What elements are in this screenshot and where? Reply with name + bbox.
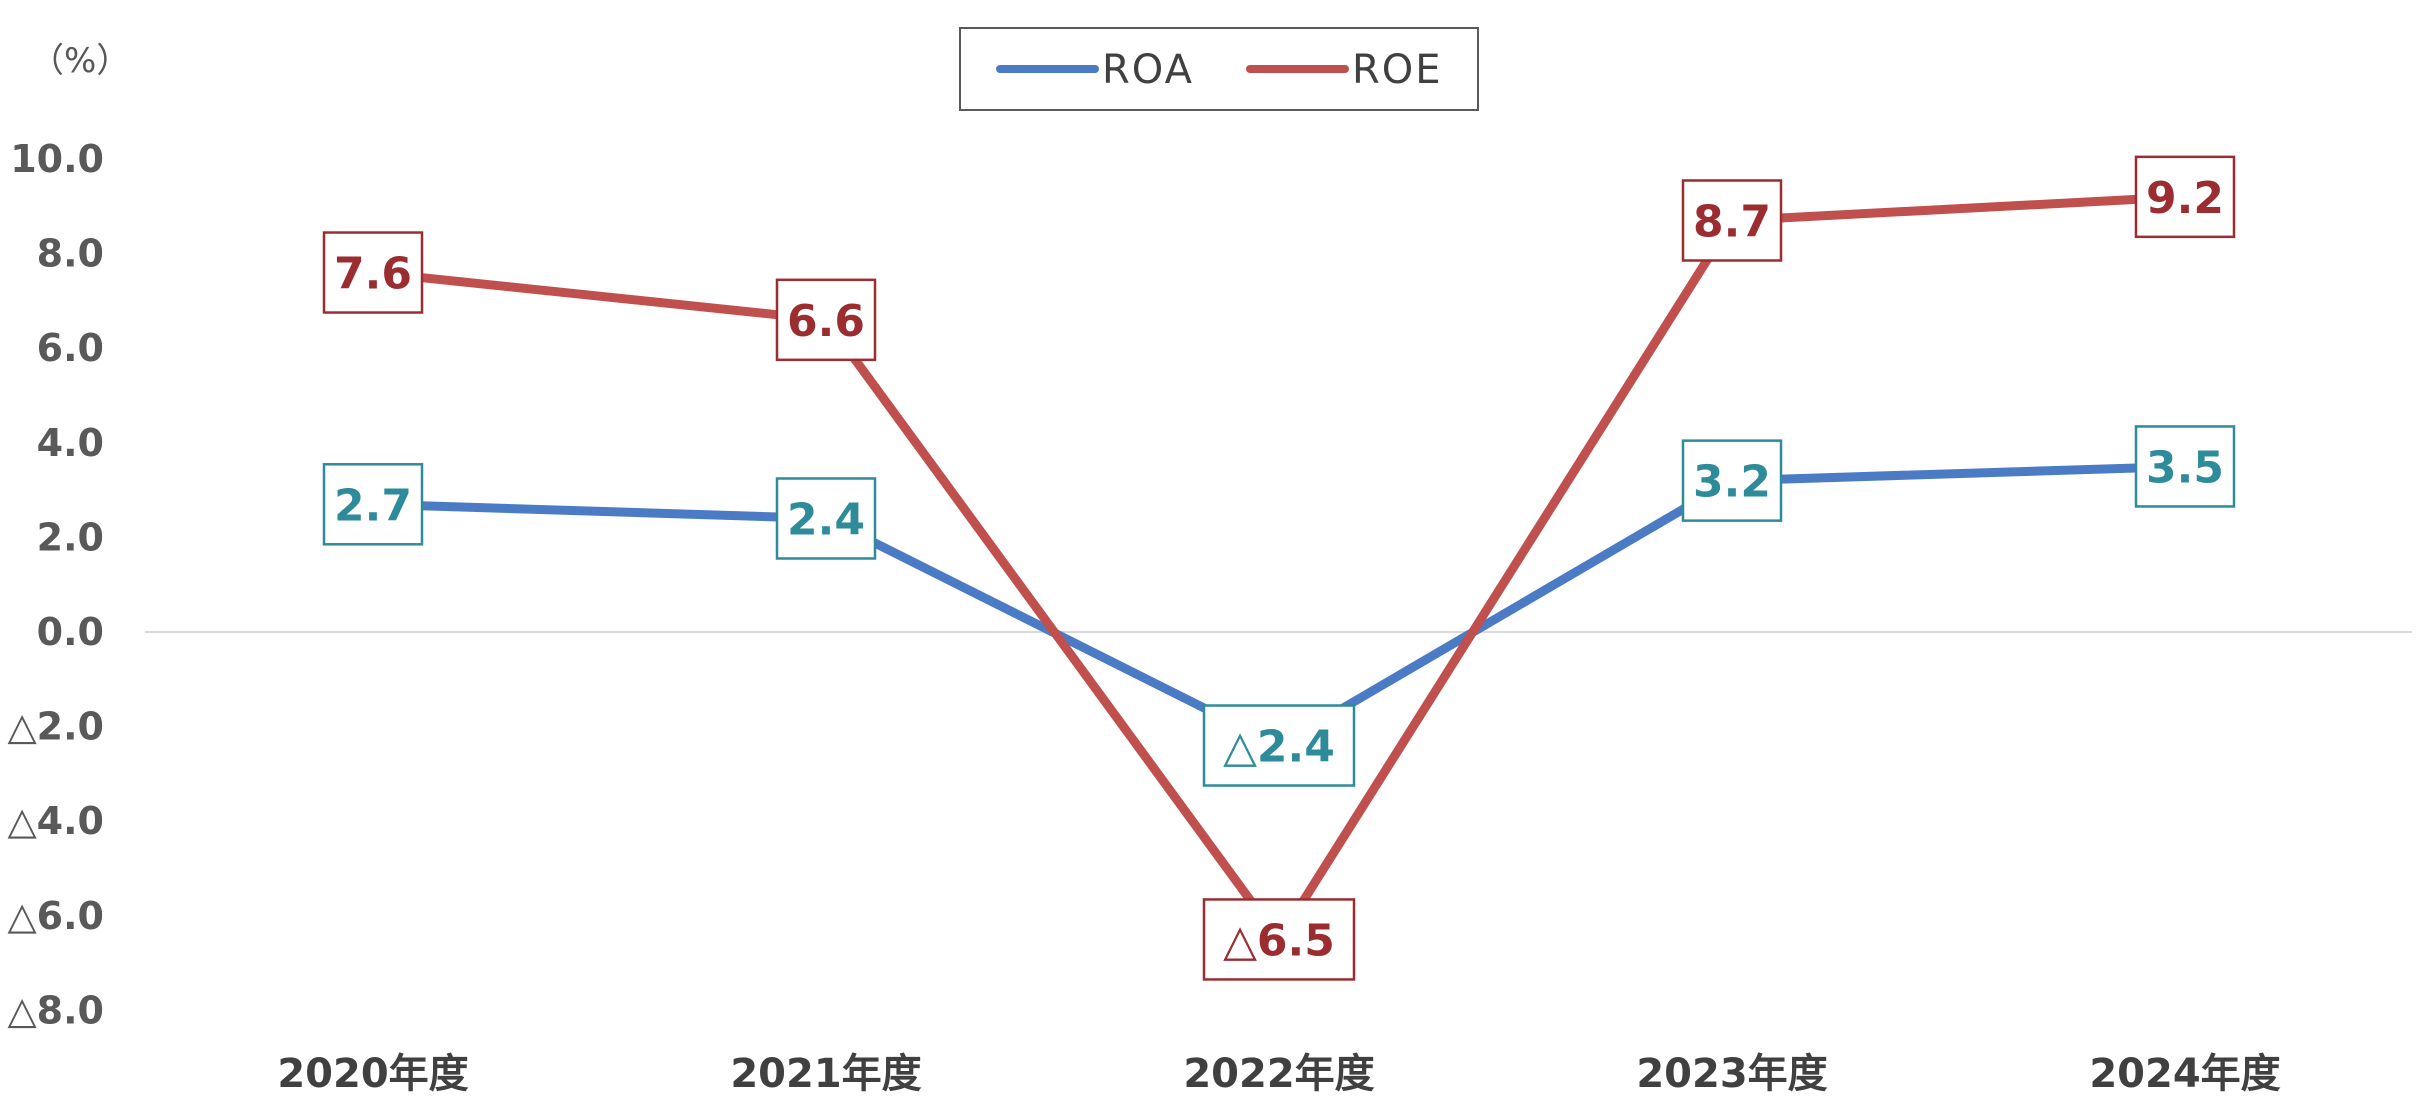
y-tick-label: 6.0 bbox=[37, 326, 104, 370]
y-tick-label: 2.0 bbox=[37, 515, 104, 559]
data-label-roa: 3.2 bbox=[1681, 439, 1783, 522]
data-label-value: 2.7 bbox=[334, 480, 412, 531]
y-tick-label: △2.0 bbox=[7, 705, 104, 749]
x-tick-label: 2021年度 bbox=[730, 1051, 921, 1097]
y-tick-label: 8.0 bbox=[37, 232, 104, 276]
data-label-roe: 7.6 bbox=[322, 231, 424, 314]
data-label-box bbox=[2134, 155, 2236, 239]
data-label-roa: △2.4 bbox=[1202, 704, 1356, 787]
data-label-value: 6.6 bbox=[787, 296, 865, 347]
data-label-value: 9.2 bbox=[2146, 173, 2224, 224]
data-label-value: 8.7 bbox=[1693, 196, 1771, 247]
data-label-box bbox=[775, 477, 877, 560]
data-label-value: △2.4 bbox=[1223, 722, 1335, 773]
x-tick-label: 2024年度 bbox=[2089, 1051, 2280, 1097]
data-label-box bbox=[1202, 704, 1356, 787]
data-label-roa: 2.7 bbox=[322, 463, 424, 546]
x-axis: 2020年度 2021年度 2022年度 2023年度 2024年度 bbox=[277, 1051, 2280, 1097]
data-label-box bbox=[322, 463, 424, 546]
y-tick-label: 0.0 bbox=[37, 610, 104, 654]
data-label-box bbox=[322, 231, 424, 314]
y-unit-label: （%） bbox=[30, 41, 130, 81]
x-tick-label: 2023年度 bbox=[1636, 1051, 1827, 1097]
x-tick-label: 2020年度 bbox=[277, 1051, 468, 1097]
data-label-value: 3.5 bbox=[2146, 442, 2224, 493]
data-label-roe: 9.2 bbox=[2134, 155, 2236, 239]
x-tick-label: 2022年度 bbox=[1183, 1051, 1374, 1097]
y-axis: 10.0 8.0 6.0 4.0 2.0 0.0 △2.0 △4.0 △6.0 △8.0 bbox=[7, 137, 104, 1032]
series-lines bbox=[368, 192, 2190, 944]
data-label-value: △6.5 bbox=[1223, 915, 1335, 966]
data-labels: 2.7 2.4 △2.4 3.2 3.5 7.6 6.6 △6.5 8.7 9.2 bbox=[322, 155, 2236, 981]
y-tick-label: 10.0 bbox=[10, 137, 104, 181]
series-line-roa bbox=[368, 461, 2190, 751]
data-label-box bbox=[2134, 425, 2236, 508]
legend-label-roa: ROA bbox=[1102, 47, 1194, 93]
series-line-roe bbox=[368, 192, 2190, 944]
legend-label-roe: ROE bbox=[1352, 47, 1443, 93]
data-label-value: 7.6 bbox=[334, 249, 412, 300]
data-label-roe: 6.6 bbox=[775, 278, 877, 362]
data-label-value: 2.4 bbox=[787, 494, 865, 545]
y-tick-label: 4.0 bbox=[37, 421, 104, 465]
data-label-box bbox=[775, 278, 877, 362]
data-label-roa: 2.4 bbox=[775, 477, 877, 560]
data-label-roe: 8.7 bbox=[1681, 179, 1783, 262]
y-tick-label: △6.0 bbox=[7, 894, 104, 938]
data-label-box bbox=[1202, 898, 1356, 981]
data-label-box bbox=[1681, 179, 1783, 262]
y-tick-label: △4.0 bbox=[7, 799, 104, 843]
data-label-roe: △6.5 bbox=[1202, 898, 1356, 981]
data-label-value: 3.2 bbox=[1693, 457, 1771, 508]
y-tick-label: △8.0 bbox=[7, 988, 104, 1032]
legend: ROA ROE bbox=[959, 27, 1479, 111]
data-label-box bbox=[1681, 439, 1783, 522]
data-label-roa: 3.5 bbox=[2134, 425, 2236, 508]
